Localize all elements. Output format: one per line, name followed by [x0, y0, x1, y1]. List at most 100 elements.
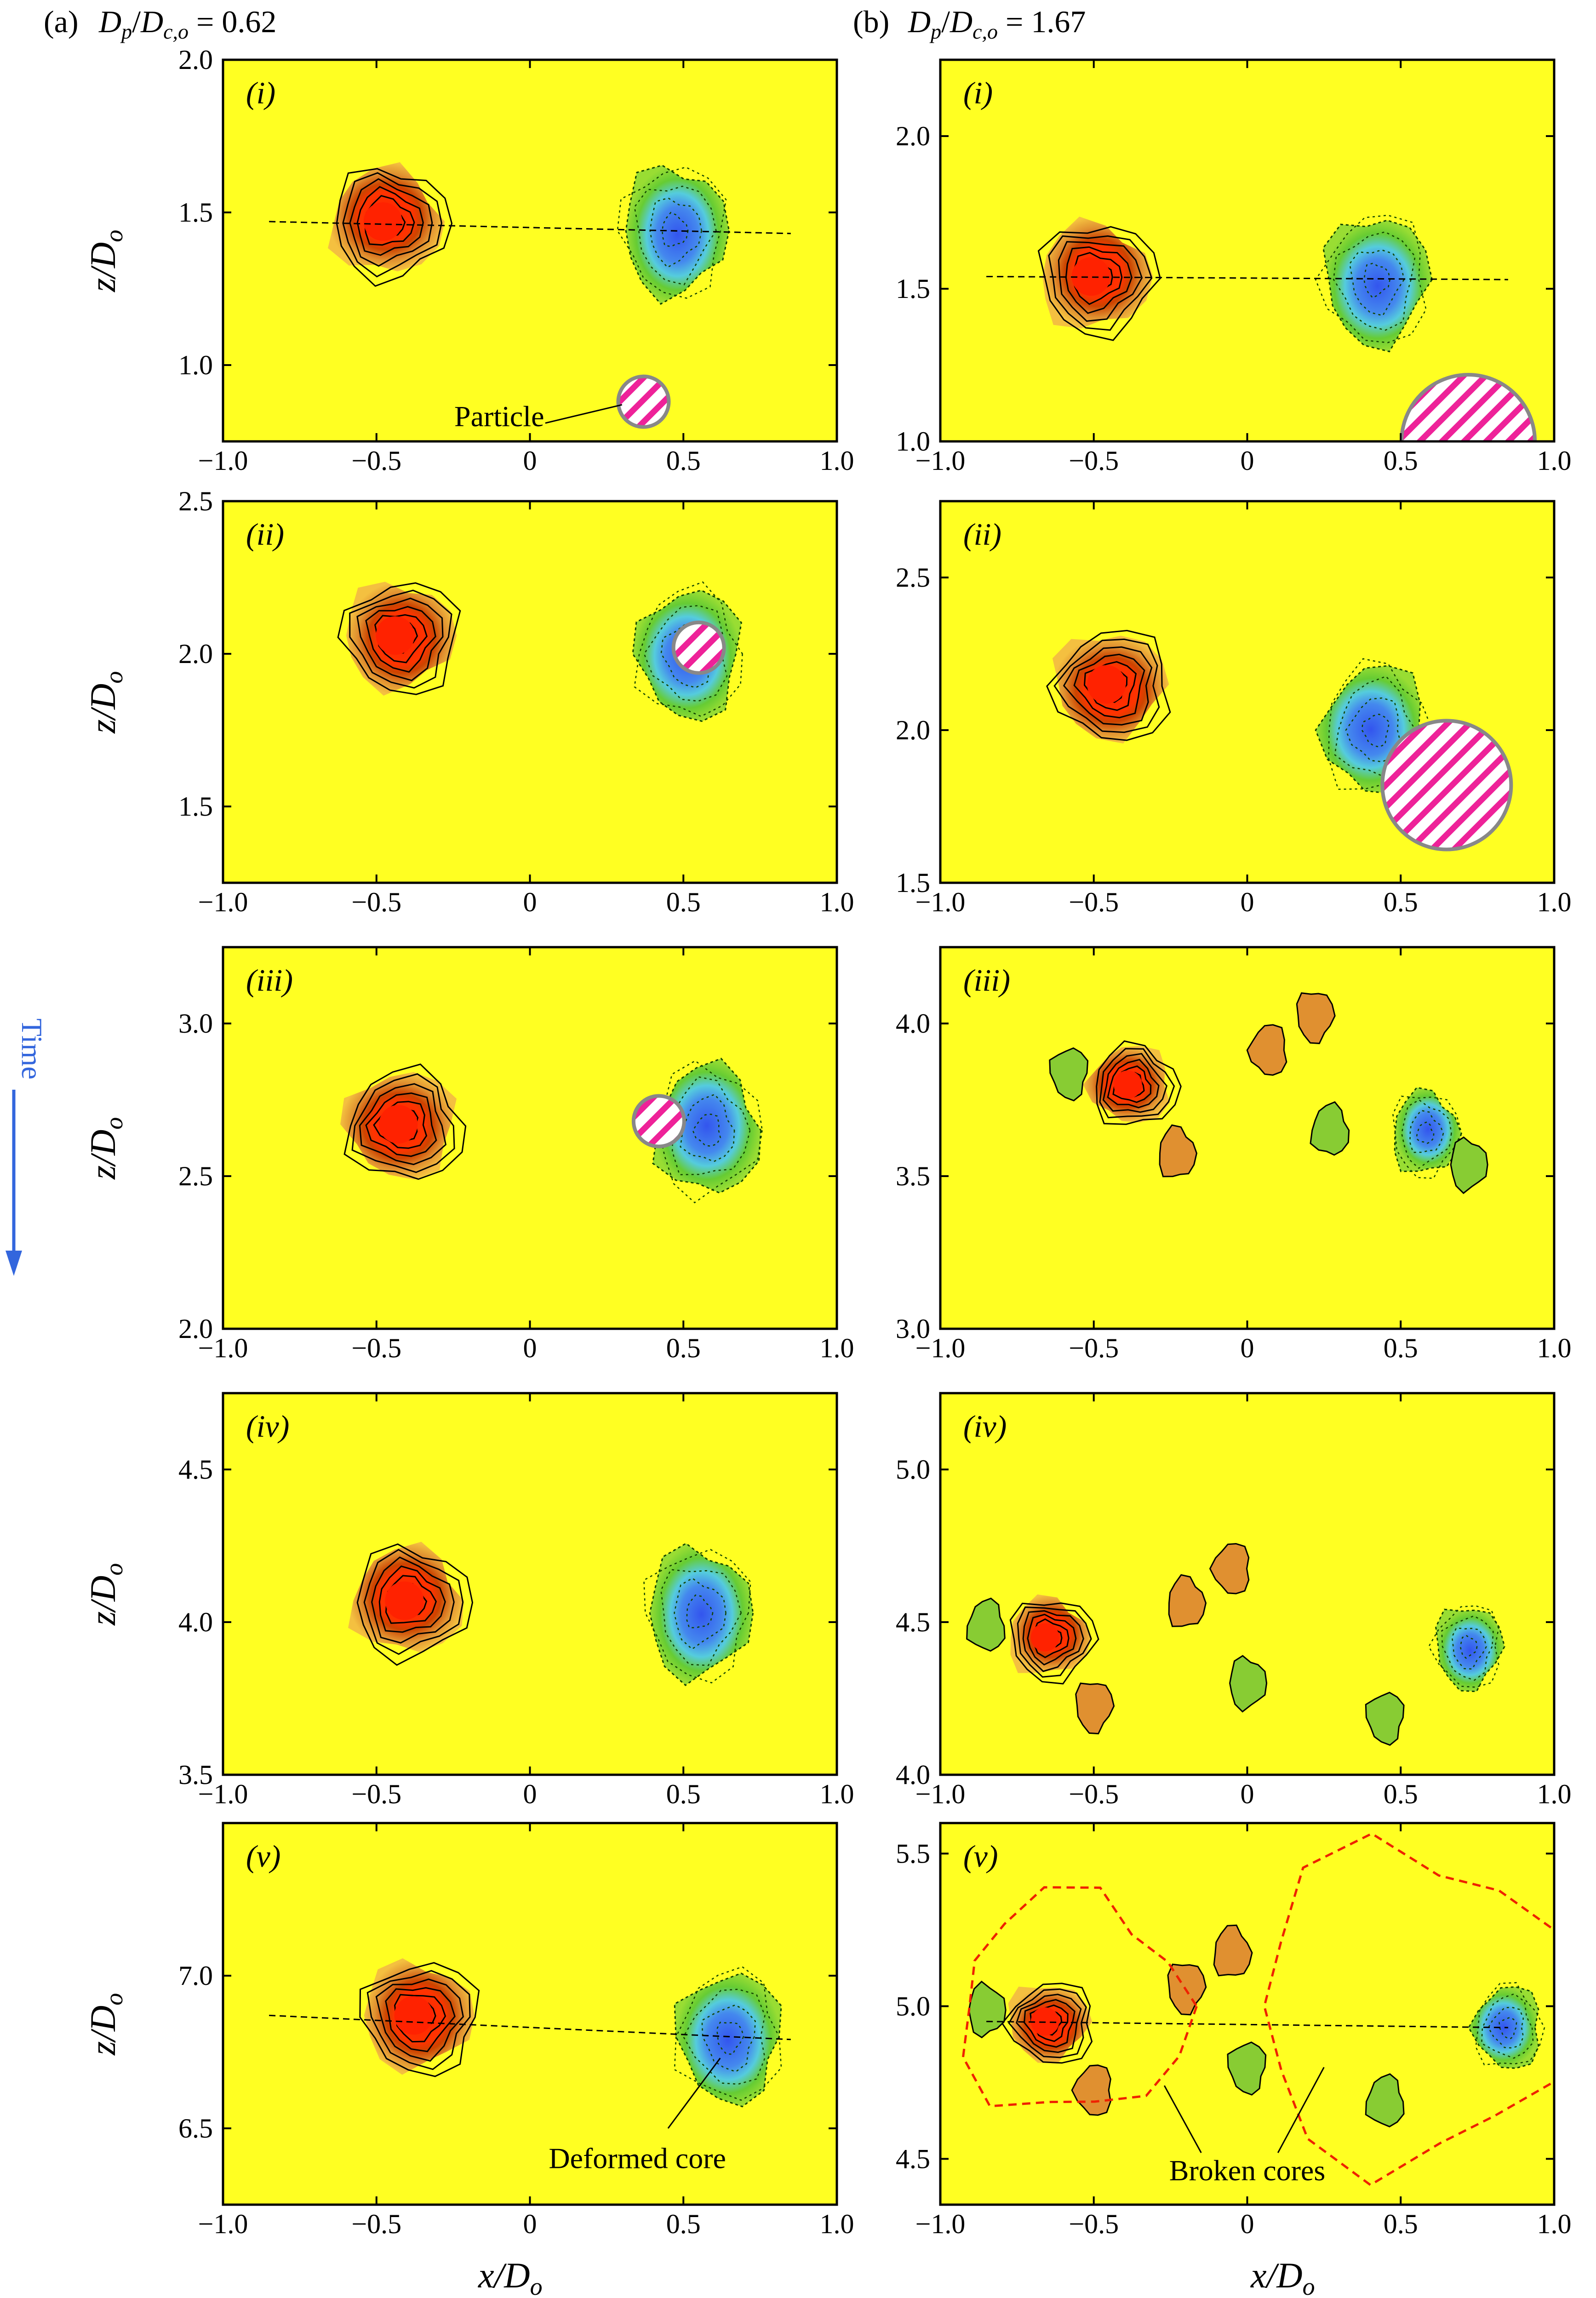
positive-contour [1102, 1053, 1168, 1113]
deformed-core-annotation: Deformed core [549, 2142, 726, 2174]
negative-core-fill [649, 1543, 754, 1686]
x-tick-label: 0 [1241, 2209, 1254, 2239]
negative-core-fill [674, 1972, 782, 2108]
panels: −1.0 −0.5 0 0.5 1.01.01.52.0(i)z/DoParticle−… [83, 45, 1572, 2239]
panel-label: (i) [246, 75, 275, 110]
positive-contour [337, 582, 461, 695]
y-tick-label: 3.5 [896, 1161, 930, 1191]
vortex-fragment [1365, 2073, 1405, 2127]
positive-contour [359, 1962, 480, 2077]
positive-contour [365, 1092, 437, 1157]
positive-contour [343, 1063, 467, 1180]
y-tick-label: 1.5 [896, 868, 930, 898]
x-tick-label: 0.5 [1384, 1779, 1418, 1809]
x-tick-label: 0.5 [666, 446, 701, 476]
panel-label: (ii) [963, 517, 1001, 552]
negative-contour [716, 2022, 744, 2055]
y-tick-label: 7.0 [178, 1961, 213, 1991]
column-tag-a: (a) [44, 4, 78, 39]
negative-contour [674, 1578, 726, 1650]
negative-contour [1333, 231, 1416, 331]
negative-contour [682, 1989, 766, 2085]
positive-core-center [1087, 665, 1126, 704]
positive-contour [349, 178, 433, 267]
x-tick-label: 0 [1241, 1779, 1254, 1809]
positive-contour [1096, 1040, 1182, 1125]
y-tick-label: 1.5 [178, 791, 213, 822]
negative-contour [661, 212, 689, 247]
column-tag-b: (b) [853, 4, 889, 39]
x-tick-label: 0 [1241, 446, 1254, 476]
positive-contour [1107, 1058, 1160, 1109]
negative-core-fill [1394, 1086, 1462, 1172]
panel-label: (iii) [246, 963, 293, 998]
x-tick-label: −1.0 [915, 887, 966, 917]
panel-label: (iii) [963, 963, 1010, 998]
broken-cores-arrow-right [1277, 2067, 1325, 2153]
x-tick-label: 0 [523, 887, 537, 917]
y-tick-label: 1.0 [896, 426, 930, 457]
x-tick-label: −1.0 [915, 446, 966, 476]
x-tick-label: −0.5 [351, 446, 401, 476]
negative-contour [634, 581, 743, 717]
negative-contour [1328, 658, 1433, 790]
negative-contour [634, 185, 717, 286]
positive-contour [1048, 235, 1153, 331]
x-tick-label: 0 [523, 1333, 537, 1363]
panel-b-i: −1.0 −0.5 0 0.5 1.0 1.0 1.5 2.0 (i) [896, 58, 1572, 476]
panel-b-v: −1.0 −0.5 0 0.5 1.0 4.5 5.0 5.5 (v) Broken cores [896, 1822, 1572, 2239]
negative-contour [643, 605, 728, 702]
x-tick-label: 1.0 [1537, 1779, 1572, 1809]
x-tick-label: 0.5 [1384, 1333, 1418, 1363]
column-ratio-b: Dp/Dc,o = 1.67 [908, 4, 1086, 43]
y-axis-title: z/Do [83, 1993, 128, 2056]
negative-core-fill [1322, 219, 1433, 353]
vortex-fragment [966, 1597, 1006, 1652]
time-label: Time [16, 1018, 48, 1080]
x-tick-label: 0.5 [666, 2209, 701, 2239]
time-arrowhead [6, 1251, 22, 1276]
y-tick-label: 5.0 [896, 1454, 930, 1485]
panel-label: (i) [963, 75, 993, 110]
plot-area [269, 1958, 791, 2108]
particle [671, 620, 726, 675]
core-alignment-line [986, 2021, 1508, 2029]
positive-contour [1027, 1613, 1077, 1666]
particle [616, 374, 671, 429]
negative-contour [1315, 214, 1427, 343]
negative-contour [1416, 1121, 1435, 1144]
column-header-a: (a) Dp/Dc,o = 0.62 [44, 4, 276, 43]
y-tick-label: 2.0 [896, 715, 930, 745]
panel-a-v: −1.0 −0.5 0 0.5 1.0 6.5 7.0 (v) z/Do Deformed cor… [83, 1822, 854, 2239]
x-tick-label: 1.0 [1537, 1333, 1572, 1363]
vortex-fragment [1213, 1924, 1253, 1977]
positive-core-center [379, 1105, 418, 1143]
y-axis-title: z/Do [83, 1117, 128, 1180]
y-tick-label: 2.5 [896, 562, 930, 593]
y-tick-label: 1.5 [896, 274, 930, 304]
plot-area [269, 162, 791, 429]
positive-contour [375, 1978, 464, 2062]
vortex-fragment [1246, 1024, 1287, 1076]
positive-contour [359, 1083, 447, 1166]
x-tick-label: −0.5 [351, 1333, 401, 1363]
x-tick-label: 1.0 [820, 2209, 854, 2239]
plot-area [961, 1832, 1554, 2187]
negative-contour [674, 1966, 782, 2101]
x-tick-label: 0.5 [666, 1779, 701, 1809]
y-axis-title: z/Do [83, 230, 128, 292]
x-tick-label: 1.0 [1537, 887, 1572, 917]
x-tick-label: −1.0 [915, 1333, 966, 1363]
negative-contour [686, 1594, 714, 1629]
panel-label: (v) [246, 1839, 280, 1874]
vortex-fragment [1159, 1124, 1198, 1178]
x-tick-label: 1.0 [1537, 2209, 1572, 2239]
x-tick-label: 0.5 [1384, 887, 1418, 917]
x-tick-label: 0 [523, 1779, 537, 1809]
negative-contour [1481, 1993, 1534, 2059]
positive-core-center [376, 616, 415, 655]
plot-area [966, 1543, 1505, 1746]
x-tick-label: 0 [523, 446, 537, 476]
x-tick-label: −0.5 [1069, 1333, 1119, 1363]
